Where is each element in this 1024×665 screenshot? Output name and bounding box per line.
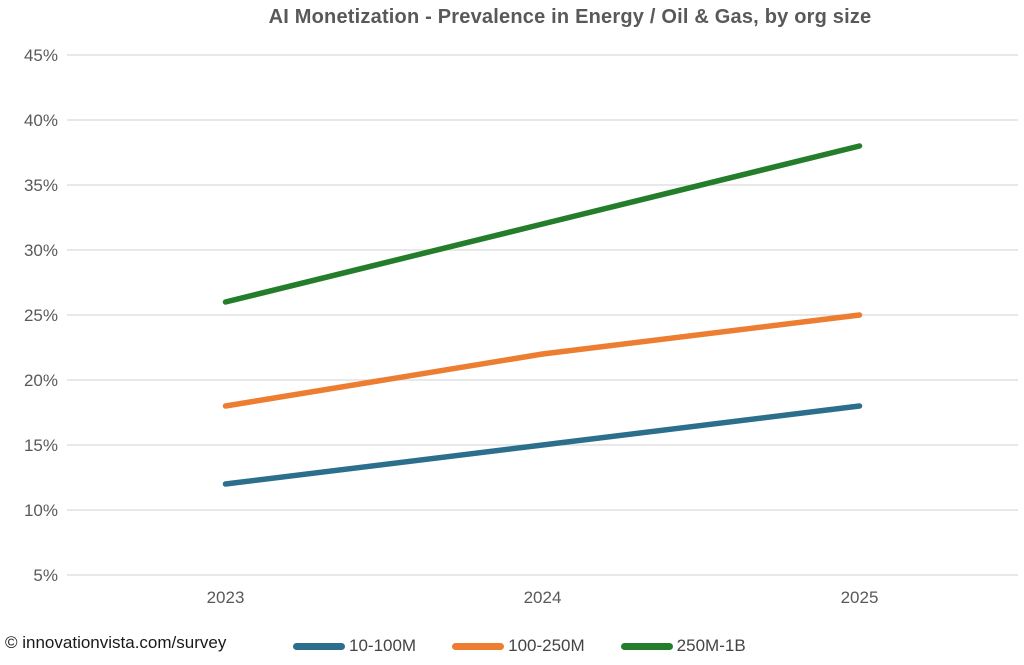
legend-swatch-icon: [620, 642, 673, 650]
chart-legend: 10-100M 100-250M 250M-1B: [293, 630, 746, 662]
y-axis-tick-label: 5%: [33, 566, 58, 585]
y-axis-tick-label: 15%: [24, 436, 58, 455]
chart-title: AI Monetization - Prevalence in Energy /…: [268, 6, 872, 28]
legend-item: 10-100M: [293, 636, 416, 656]
legend-swatch-icon: [452, 642, 505, 650]
line-chart-plot-area: 5% 10% 15% 20% 25% 30% 35% 40% 45% 2023 2024 2025: [24, 46, 1018, 607]
copyright-source-text: © innovationvista.com/survey: [5, 633, 227, 652]
legend-label: 10-100M: [349, 636, 417, 655]
legend-item: 250M-1B: [620, 636, 746, 656]
x-axis-tick-label: 2024: [524, 588, 562, 607]
y-axis-tick-label: 10%: [24, 501, 58, 520]
legend-swatch-icon: [293, 642, 345, 650]
y-axis-tick-label: 30%: [24, 241, 58, 260]
y-axis-tick-label: 40%: [24, 111, 58, 130]
x-axis-tick-label: 2025: [841, 588, 879, 607]
y-axis-tick-label: 45%: [24, 46, 58, 65]
series-line-100-250M: [222, 312, 863, 409]
chart-footer: © innovationvista.com/survey 10-100M 100-…: [0, 630, 1024, 662]
legend-label: 100-250M: [508, 636, 585, 655]
y-axis-tick-label: 20%: [24, 371, 58, 390]
x-axis-tick-label: 2023: [207, 588, 245, 607]
series-line-250M-1B: [222, 143, 863, 305]
legend-label: 250M-1B: [676, 636, 746, 655]
series-line-10-100M: [222, 403, 863, 487]
legend-item: 100-250M: [452, 636, 585, 656]
y-axis-tick-label: 35%: [24, 176, 58, 195]
y-axis-tick-label: 25%: [24, 306, 58, 325]
